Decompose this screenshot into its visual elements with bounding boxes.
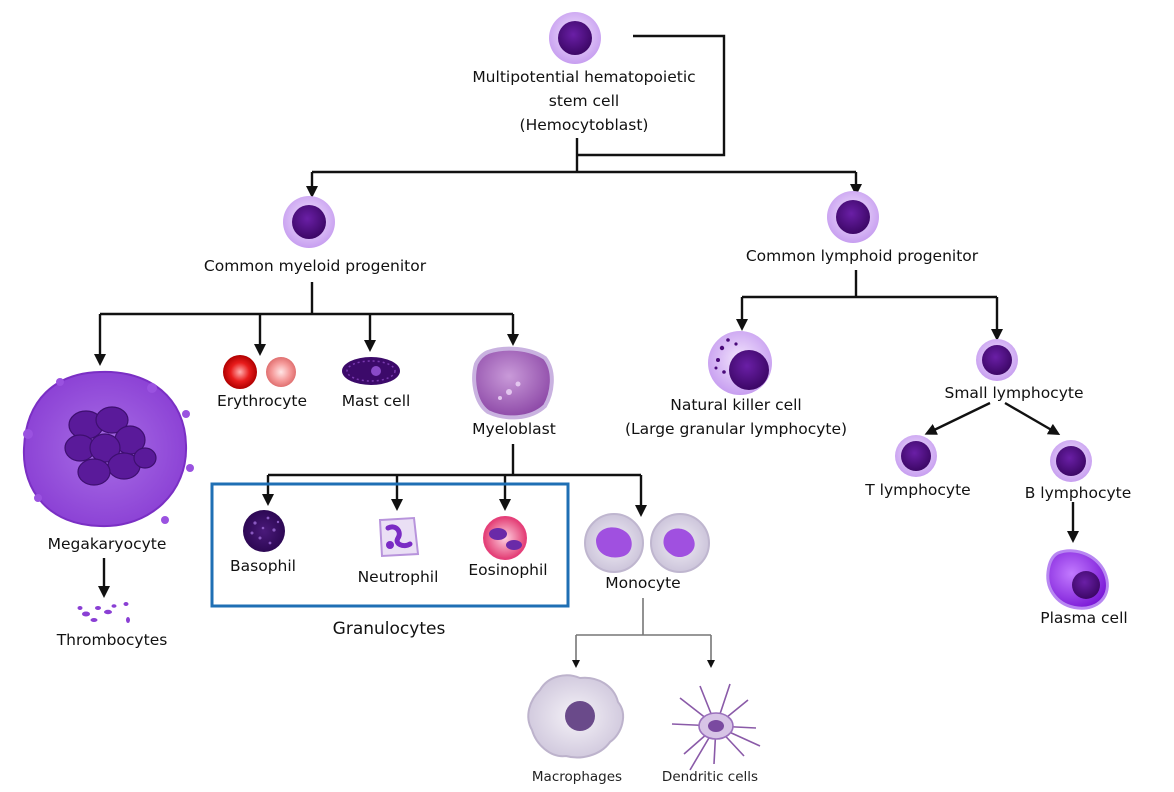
basophil-cell bbox=[243, 510, 285, 552]
stem-label-line1: Multipotential hematopoietic bbox=[472, 68, 695, 86]
monocyte-label: Monocyte bbox=[605, 574, 680, 592]
dendritic-cell bbox=[671, 683, 761, 771]
lymphoid-progenitor-cell bbox=[827, 191, 879, 243]
mast-cell-label: Mast cell bbox=[342, 392, 411, 410]
nk-label-line2: (Large granular lymphocyte) bbox=[625, 420, 847, 438]
eosinophil-label: Eosinophil bbox=[468, 561, 547, 579]
edge-to-b-lymphocyte bbox=[1004, 401, 1061, 436]
stem-label-line2: stem cell bbox=[549, 92, 619, 110]
plasma-cell bbox=[1046, 549, 1109, 610]
myeloblast-cell bbox=[472, 346, 554, 420]
erythrocyte-cells bbox=[223, 355, 296, 389]
megakaryocyte-cell bbox=[22, 370, 194, 528]
basophil-label: Basophil bbox=[230, 557, 296, 575]
thrombocytes-cells bbox=[77, 602, 130, 623]
erythrocyte-label: Erythrocyte bbox=[217, 392, 307, 410]
monocyte-cells bbox=[584, 513, 710, 573]
neutrophil-label: Neutrophil bbox=[358, 568, 439, 586]
edge-to-t-lymphocyte bbox=[924, 401, 991, 435]
connectors bbox=[94, 34, 1079, 668]
b-lymphocyte-cell bbox=[1050, 440, 1092, 482]
thrombocytes-label: Thrombocytes bbox=[56, 631, 168, 649]
granulocytes-box bbox=[210, 482, 570, 608]
t-lymphocyte-cell bbox=[895, 435, 937, 477]
stem-loop-edge bbox=[577, 34, 726, 157]
nk-cell bbox=[708, 331, 772, 395]
granulocytes-label: Granulocytes bbox=[333, 619, 446, 639]
neutrophil-cell bbox=[378, 516, 420, 558]
dendritic-label: Dendritic cells bbox=[662, 769, 758, 785]
nk-label-line1: Natural killer cell bbox=[670, 396, 802, 414]
megakaryocyte-label: Megakaryocyte bbox=[48, 535, 167, 553]
mast-cell bbox=[342, 357, 400, 385]
b-lymphocyte-label: B lymphocyte bbox=[1025, 484, 1132, 502]
lymphoid-label: Common lymphoid progenitor bbox=[746, 247, 979, 265]
macrophages-label: Macrophages bbox=[532, 769, 622, 785]
eosinophil-cell bbox=[483, 516, 527, 560]
myeloid-progenitor-cell bbox=[283, 196, 335, 248]
myeloid-label: Common myeloid progenitor bbox=[204, 257, 427, 275]
stem-label-line3: (Hemocytoblast) bbox=[520, 116, 649, 134]
t-lymphocyte-label: T lymphocyte bbox=[864, 481, 970, 499]
hemocytoblast-cell bbox=[549, 12, 601, 64]
small-lymphocyte-cell bbox=[976, 339, 1018, 381]
macrophage-cell bbox=[527, 674, 625, 759]
myeloblast-label: Myeloblast bbox=[472, 420, 556, 438]
plasma-cell-label: Plasma cell bbox=[1040, 609, 1127, 627]
small-lymphocyte-label: Small lymphocyte bbox=[944, 384, 1083, 402]
